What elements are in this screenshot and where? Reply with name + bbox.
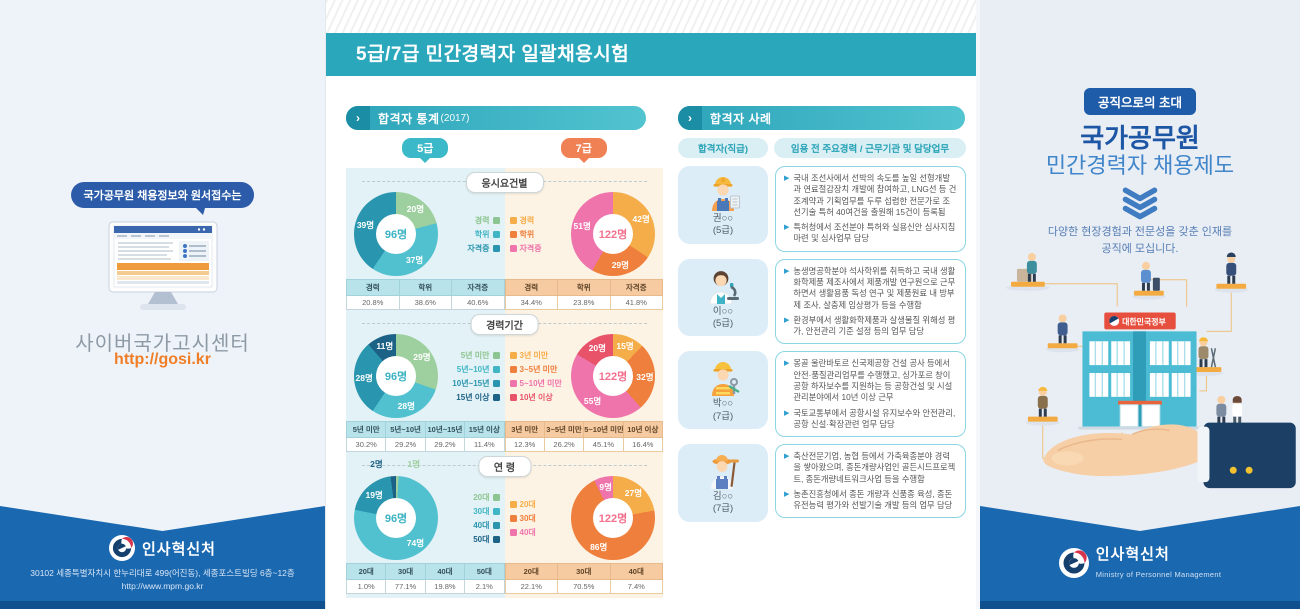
case-grade: (5급) [712, 318, 734, 330]
hand-building-illustration: 대한민국정부 [1006, 252, 1296, 489]
legend-grade7: 3년 미만 3~5년 미만 5~10년 미만 10년 이상 [509, 350, 562, 403]
government-sign: 대한민국정부 [1104, 312, 1176, 330]
cases-ribbon: › 합격자 사례 [678, 106, 965, 130]
stats-table-grade5: 20대 30대 40대 50대 1.0% 77.1% 19.8% 2.1% [345, 563, 505, 594]
cover-title: 국가공무원 [1080, 123, 1200, 153]
ribbon-chevron-icon: › [678, 106, 702, 130]
donut-chart-grade7-requirement: 42명 29명 51명 122명 [571, 192, 655, 276]
chart-group-career: 경력기간 29명 28명 28명 11명 96명 5년 미만 5년~10년 10년~15년 1… [345, 310, 664, 452]
stats-table-grade5: 5년 미만 5년~10년 10년~15년 15년 이상 30.2% 29.2% 29.2% 1… [345, 421, 505, 452]
mpm-logo-icon [109, 535, 135, 561]
stats-table-grade7: 3년 미만 3~5년 미만 5~10년 미만 10년 이상 12.3% 26.2% 45.1… [504, 421, 664, 452]
case-grade: (7급) [712, 410, 734, 422]
cases-section: › 합격자 사례 합격자(직급) 임용 전 주요경력 / 근무기관 및 담당업무 [678, 100, 966, 605]
title-bar: 5급/7급 민간경력자 일괄채용시험 [326, 33, 976, 76]
case-detail-box: ▶ 농생명공학분야 석사학위를 취득하고 국내 생활화학제품 제조사에서 제품개발… [775, 258, 966, 345]
building-sign-text: 대한민국정부 [1122, 316, 1166, 326]
chart-group-title: 경력기간 [470, 314, 539, 335]
case-list: 권○○ (5급) ▶ 국내 조선사에서 선박의 속도를 높일 선형개발과 연료절감장… [678, 166, 966, 603]
chevron-down-icon [1122, 187, 1158, 220]
supporting-hand [1043, 422, 1296, 489]
case-detail-box: ▶ 국내 조선사에서 선박의 속도를 높일 선형개발과 연료절감장치 개발에 참여… [775, 166, 966, 252]
professional-figures [1016, 252, 1243, 425]
cover-subtitle: 민간경력자 채용제도 [1045, 153, 1235, 178]
avatar: 박○○ (7급) [678, 351, 768, 430]
site-name: 사이버국가고시센터 [75, 333, 250, 355]
donut-chart-grade7-age: 27명 86명 9명 122명 [571, 476, 655, 560]
donut-chart-grade5-career: 29명 28명 28명 11명 96명 [354, 334, 438, 418]
mpm-logo-icon [1059, 548, 1089, 578]
avatar: 권○○ (5급) [678, 166, 768, 244]
case-name: 권○○ [712, 213, 734, 224]
chart-group-title: 응시요건별 [465, 172, 544, 193]
chart-group-title: 연 령 [477, 456, 532, 477]
government-building: 대한민국정부 [1078, 312, 1201, 430]
right-footer: 인사혁신처 Ministry of Personnel Management [980, 506, 1300, 609]
org-name: 인사혁신처 [141, 540, 216, 558]
info-speech-bubble: 국가공무원 채용정보와 원서접수는 [70, 182, 255, 215]
case-detail-box: ▶ 축산전문기업, 농협 등에서 가축육종분야 경력을 쌓아왔으며, 종돈개량사업… [775, 444, 966, 519]
donut-chart-grade5-requirement: 20명 37명 39명 96명 [354, 192, 438, 276]
case-name: 김○○ [712, 491, 734, 503]
avatar: 이○○ (5급) [678, 258, 768, 337]
gosi-website-monitor-illustration [108, 221, 217, 310]
footer-dark-strip [980, 601, 1300, 609]
case-grade: (5급) [712, 225, 734, 237]
grade-badges: 5급 7급 [346, 138, 663, 158]
chart-group-age: 연 령 1명 74명 19명 2명 96명 20대 30대 40대 50대 20대 30대 40대… [345, 452, 663, 594]
right-panel: 공직으로의 초대 국가공무원 민간경력자 채용제도 다양한 현장경험과 전문성을… [980, 0, 1300, 609]
stats-section: › 합격자 통계 (2017) 5급 7급 응시요건별 20명 37명 39명 96명 [345, 100, 664, 605]
researcher-avatar-icon [709, 270, 739, 304]
invitation-badge: 공직으로의 초대 [1084, 88, 1196, 115]
stats-table-grade7: 경력 학위 자격증 34.4% 23.8% 41.8% [504, 279, 663, 310]
decor-stripes [326, 0, 976, 33]
org-name-english: Ministry of Personnel Management [1095, 570, 1222, 579]
engineer-avatar-icon [712, 177, 740, 211]
page-title: 5급/7급 민간경력자 일괄채용시험 [356, 44, 630, 65]
footer-dark-strip [0, 601, 325, 609]
legend-grade7: 경력 학위 자격증 [509, 215, 542, 254]
case-grade: (7급) [712, 503, 734, 515]
case-name: 이○○ [712, 305, 734, 317]
chart-group-requirement: 응시요건별 20명 37명 39명 96명 경력 학위 자격증 경력 학위 자격증 42명 29… [346, 168, 663, 310]
stats-ribbon: › 합격자 통계 (2017) [346, 106, 646, 130]
donut-chart-grade7-career: 15명 32명 55명 20명 122명 [571, 334, 655, 418]
org-name: 인사혁신처 [1095, 546, 1170, 563]
builder-avatar-icon [712, 362, 740, 397]
farmer-avatar-icon [711, 455, 739, 490]
left-panel: 국가공무원 채용정보와 원서접수는 사이버국가고시센터 [0, 0, 325, 609]
ribbon-chevron-icon: › [346, 106, 370, 130]
case-detail-box: ▶ 몽골 울란바토르 신국제공항 건설 공사 등에서 안전·품질관리업무를 수행했… [775, 351, 966, 438]
case-row: 김○○ (7급) ▶ 축산전문기업, 농협 등에서 가축육종분야 경력을 쌓아왔으며… [678, 444, 966, 522]
case-row: 권○○ (5급) ▶ 국내 조선사에서 선박의 속도를 높일 선형개발과 연료절감장… [678, 166, 966, 252]
cover-tagline: 다양한 현장경험과 전문성을 갖춘 인재를 공직에 모십니다. [1047, 226, 1233, 255]
grade7-badge: 7급 [560, 138, 607, 158]
grade5-badge: 5급 [402, 138, 449, 158]
stats-table-grade7: 20대 30대 40대 22.1% 70.5% 7.4% [504, 563, 663, 594]
donut-chart-grade5-age: 1명 74명 19명 2명 96명 [354, 459, 438, 560]
legend-grade5: 20대 30대 40대 50대 [473, 492, 500, 545]
case-row: 이○○ (5급) ▶ 농생명공학분야 석사학위를 취득하고 국내 생활화학제품 제조… [678, 258, 966, 345]
legend-grade7: 20대 30대 40대 [509, 499, 536, 538]
case-name: 박○○ [712, 398, 734, 410]
site-url-link[interactable]: http://gosi.kr [114, 351, 211, 368]
left-footer: 인사혁신처 30102 세종특별자치시 한누리대로 499(어진동), 세종포스… [0, 506, 325, 609]
chart-zone: 응시요건별 20명 37명 39명 96명 경력 학위 자격증 경력 학위 자격증 42명 29… [345, 168, 664, 598]
middle-panel: 5급/7급 민간경력자 일괄채용시험 › 합격자 통계 (2017) 5급 7급… [325, 0, 980, 609]
org-url-link[interactable]: http://www.mpm.go.kr [121, 581, 204, 591]
org-address: 30102 세종특별자치시 한누리대로 499(어진동), 세종포스트빌딩 6층… [30, 568, 295, 578]
legend-grade5: 경력 학위 자격증 [467, 215, 500, 254]
case-row: 박○○ (7급) ▶ 몽골 울란바토르 신국제공항 건설 공사 등에서 안전·품질관… [678, 351, 966, 438]
avatar: 김○○ (7급) [678, 444, 768, 522]
legend-grade5: 5년 미만 5년~10년 10년~15년 15년 이상 [452, 350, 500, 403]
cases-col2-header: 임용 전 주요경력 / 근무기관 및 담당업무 [774, 138, 966, 158]
stats-table-grade5: 경력 학위 자격증 20.8% 38.6% 40.6% [346, 279, 505, 310]
cases-col1-header: 합격자(직급) [678, 138, 768, 158]
